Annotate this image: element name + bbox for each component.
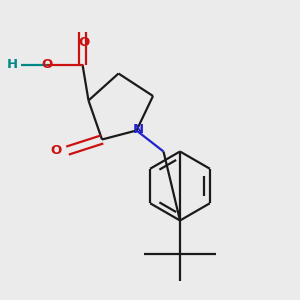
Text: O: O xyxy=(78,36,90,49)
Text: H: H xyxy=(7,58,18,71)
Text: O: O xyxy=(51,144,62,157)
Text: O: O xyxy=(41,58,52,71)
Text: N: N xyxy=(132,122,144,136)
